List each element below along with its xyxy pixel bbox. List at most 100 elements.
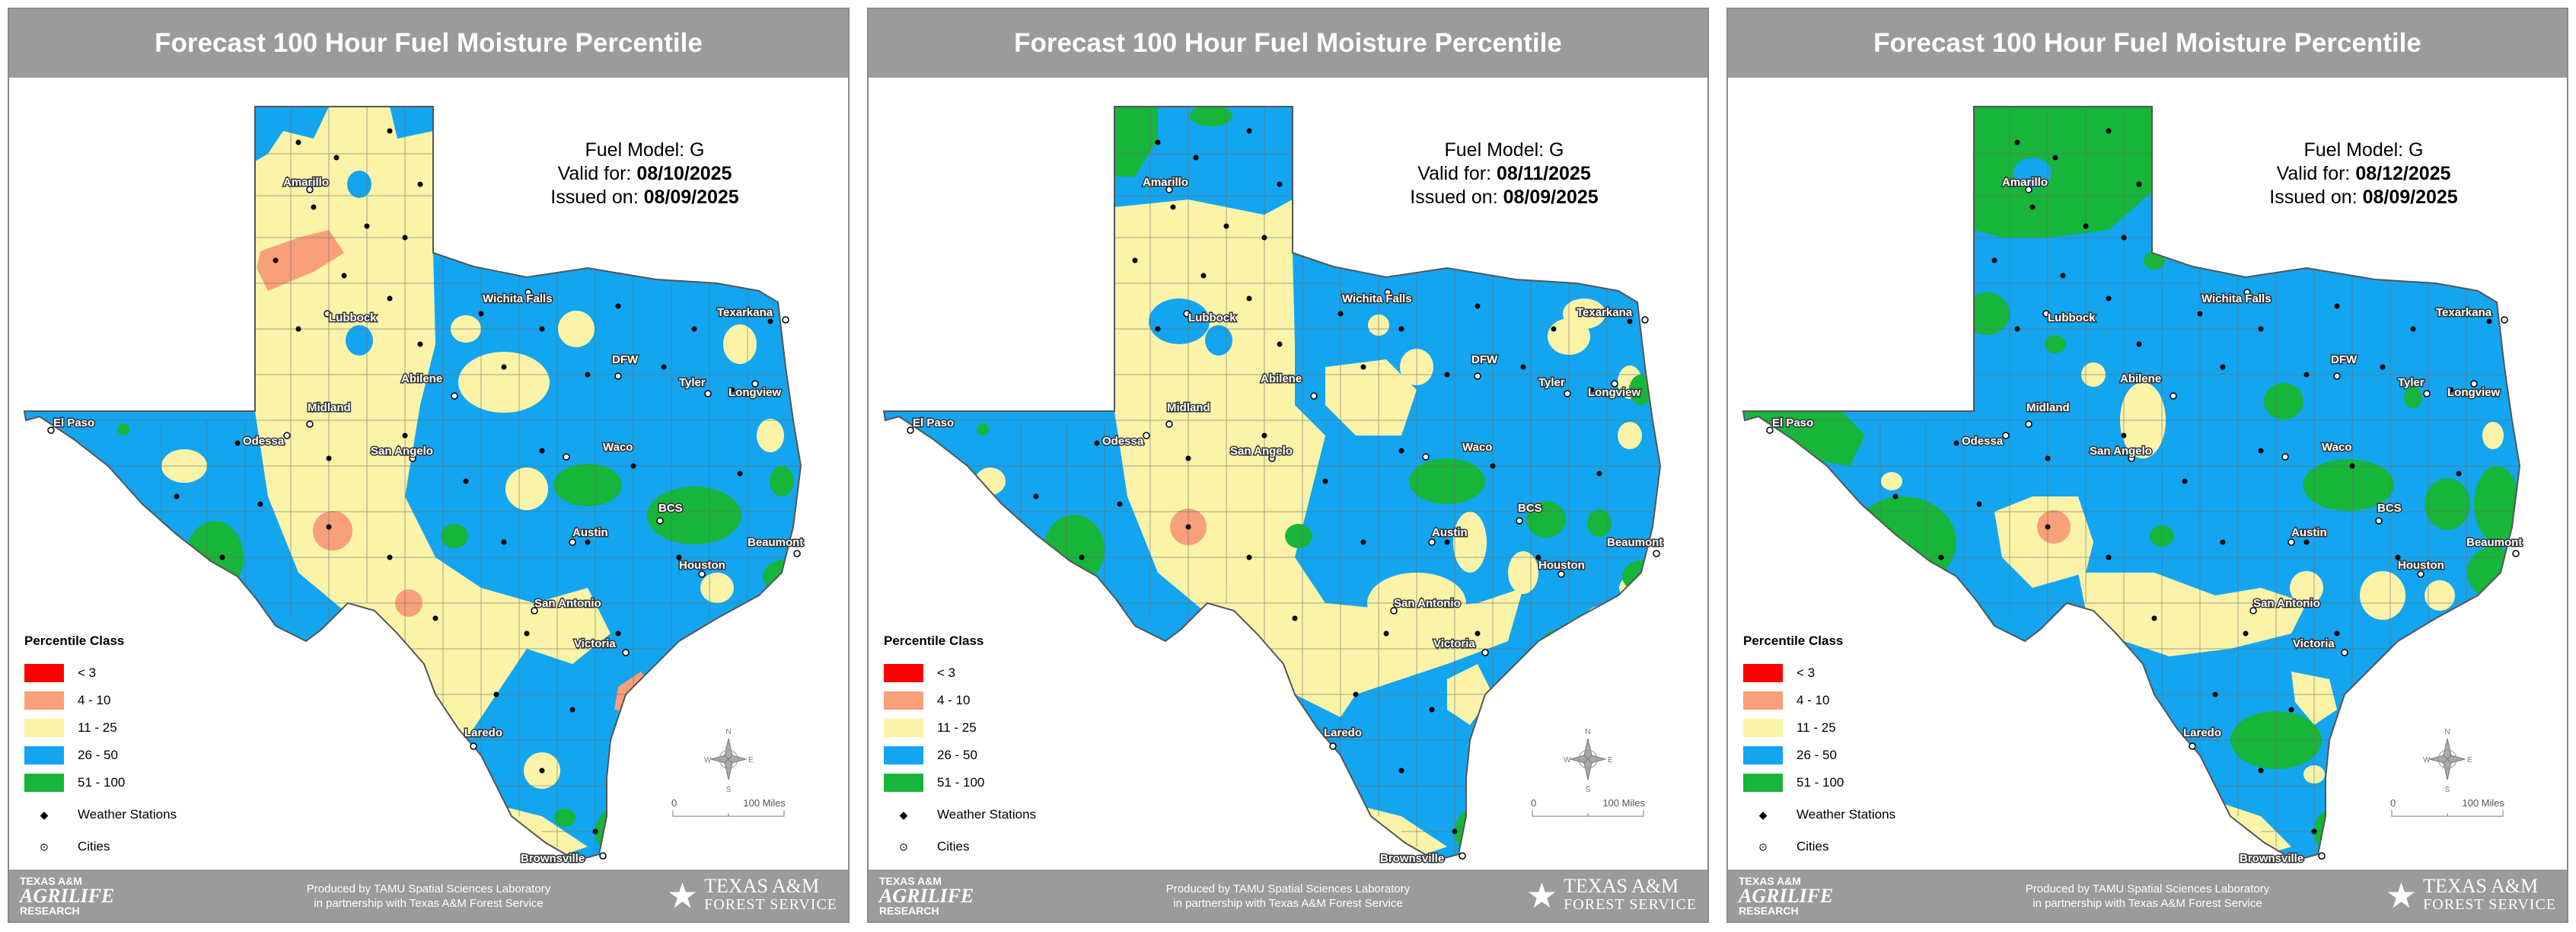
city-label-dfw: DFW xyxy=(1471,353,1498,366)
legend-label: 26 - 50 xyxy=(78,748,118,762)
city-label-san-angelo: San Angelo xyxy=(2090,445,2152,458)
forest-service-logo: ★ TEXAS A&M FOREST SERVICE xyxy=(666,875,837,915)
legend-title: Percentile Class xyxy=(1743,634,1844,648)
city-label-victoria: Victoria xyxy=(2293,637,2335,650)
map-info-block: Fuel Model: G Valid for: 08/11/2025 Issu… xyxy=(1325,139,1683,209)
legend-swatch-4-10 xyxy=(1743,691,1783,710)
city-label-san-antonio: San Antonio xyxy=(2253,597,2320,610)
svg-text:E: E xyxy=(1608,756,1613,764)
city-label-san-angelo: San Angelo xyxy=(371,445,433,458)
legend-swatch-lt3 xyxy=(1743,664,1783,682)
legend-label: 51 - 100 xyxy=(937,775,985,790)
city-label-dfw: DFW xyxy=(612,353,639,366)
scale-miles: 100 Miles xyxy=(1602,797,1645,809)
legend-cities-label: Cities xyxy=(78,839,110,854)
city-symbol-icon: ⊙ xyxy=(899,840,908,853)
legend-swatch-11-25 xyxy=(24,719,64,737)
legend-stations-label: Weather Stations xyxy=(78,807,177,822)
city-label-austin: Austin xyxy=(1432,526,1468,539)
fuel-model-text: Fuel Model: G xyxy=(1444,139,1564,161)
legend-label: 26 - 50 xyxy=(1797,748,1837,762)
scale-miles: 100 Miles xyxy=(2462,797,2504,809)
city-label-waco: Waco xyxy=(1462,441,1492,454)
map-info-block: Fuel Model: G Valid for: 08/10/2025 Issu… xyxy=(466,139,824,209)
svg-text:S: S xyxy=(1586,786,1591,793)
city-label-abilene: Abilene xyxy=(401,372,442,385)
agrilife-logo: TEXAS A&M AGRILIFE RESEARCH xyxy=(879,875,974,917)
legend-swatch-4-10 xyxy=(24,691,64,710)
city-label-longview: Longview xyxy=(1588,386,1641,399)
map-legend: Percentile Class < 3 4 - 10 11 - 25 26 -… xyxy=(1743,634,1895,860)
map-scale-bar: 0 100 Miles xyxy=(2390,797,2504,822)
city-label-amarillo: Amarillo xyxy=(2002,176,2048,189)
forecast-panel-day2: Forecast 100 Hour Fuel Moisture Percenti… xyxy=(867,8,1709,923)
panel-title: Forecast 100 Hour Fuel Moisture Percenti… xyxy=(1728,9,2567,78)
forecast-panel-day3: Forecast 100 Hour Fuel Moisture Percenti… xyxy=(1726,8,2568,923)
compass-rose-icon: N S W E xyxy=(2423,728,2472,793)
svg-text:E: E xyxy=(2467,756,2472,764)
map-scale-bar: 0 100 Miles xyxy=(1531,797,1645,822)
city-label-victoria: Victoria xyxy=(574,637,616,650)
city-label-austin: Austin xyxy=(2291,526,2327,539)
legend-label: 4 - 10 xyxy=(78,693,111,707)
svg-text:W: W xyxy=(704,756,712,764)
star-icon: ★ xyxy=(666,876,699,915)
city-label-texarkana: Texarkana xyxy=(1577,306,1633,319)
station-symbol-icon: ◆ xyxy=(899,808,908,821)
legend-label: 11 - 25 xyxy=(78,720,117,735)
valid-label: Valid for: xyxy=(1417,163,1497,184)
issued-label: Issued on: xyxy=(550,187,644,208)
legend-label: 4 - 10 xyxy=(937,693,971,707)
credits: Produced by TAMU Spatial Sciences Labora… xyxy=(2025,883,2270,910)
issued-date: 08/09/2025 xyxy=(2362,187,2458,208)
city-symbol-icon: ⊙ xyxy=(1758,840,1768,853)
panel-footer: TEXAS A&M AGRILIFE RESEARCH Produced by … xyxy=(9,870,848,921)
texas-fuel-moisture-map: Amarillo Lubbock Wichita Falls Texarkana… xyxy=(23,106,805,867)
legend-label: 4 - 10 xyxy=(1797,693,1830,707)
legend-label: 11 - 25 xyxy=(1797,720,1836,735)
legend-title: Percentile Class xyxy=(884,634,984,648)
city-label-midland: Midland xyxy=(1167,401,1210,414)
forest-service-logo: ★ TEXAS A&M FOREST SERVICE xyxy=(2385,875,2556,915)
city-label-texarkana: Texarkana xyxy=(2436,306,2492,319)
legend-label: 51 - 100 xyxy=(78,775,126,790)
agrilife-logo: TEXAS A&M AGRILIFE RESEARCH xyxy=(20,875,115,917)
issued-label: Issued on: xyxy=(2269,187,2363,208)
fuel-model-text: Fuel Model: G xyxy=(585,139,705,161)
legend-swatch-26-50 xyxy=(1743,746,1783,764)
city-label-brownsville: Brownsville xyxy=(2240,852,2303,865)
city-label-laredo: Laredo xyxy=(1324,726,1362,739)
legend-label: < 3 xyxy=(1797,665,1816,680)
city-label-tyler: Tyler xyxy=(2398,376,2425,389)
city-label-tyler: Tyler xyxy=(679,376,706,389)
legend-stations-label: Weather Stations xyxy=(937,807,1037,822)
city-label-odessa: Odessa xyxy=(1102,435,1144,448)
city-label-san-antonio: San Antonio xyxy=(1394,597,1461,610)
city-label-austin: Austin xyxy=(572,526,608,539)
legend-swatch-11-25 xyxy=(884,719,923,737)
city-label-laredo: Laredo xyxy=(464,726,502,739)
panel-footer: TEXAS A&M AGRILIFE RESEARCH Produced by … xyxy=(1728,870,2567,921)
valid-date: 08/11/2025 xyxy=(1497,163,1591,184)
city-label-beaumont: Beaumont xyxy=(748,536,803,549)
legend-swatch-26-50 xyxy=(884,746,923,764)
legend-cities-label: Cities xyxy=(1797,839,1829,854)
city-label-midland: Midland xyxy=(2026,401,2070,414)
svg-text:N: N xyxy=(725,728,731,736)
legend-swatch-11-25 xyxy=(1743,719,1783,737)
city-label-abilene: Abilene xyxy=(2120,372,2161,385)
city-label-texarkana: Texarkana xyxy=(717,306,773,319)
texas-fuel-moisture-map: Amarillo Lubbock Wichita Falls Texarkana… xyxy=(882,106,1664,867)
city-label-brownsville: Brownsville xyxy=(1380,852,1444,865)
panel-footer: TEXAS A&M AGRILIFE RESEARCH Produced by … xyxy=(869,870,1707,921)
city-label-abilene: Abilene xyxy=(1261,372,1302,385)
city-label-el-paso: El Paso xyxy=(53,417,94,429)
city-label-dfw: DFW xyxy=(2331,353,2358,366)
legend-swatch-51-100 xyxy=(884,774,923,792)
svg-text:S: S xyxy=(2445,786,2450,793)
scale-zero: 0 xyxy=(671,797,677,809)
legend-swatch-51-100 xyxy=(1743,774,1783,792)
city-label-odessa: Odessa xyxy=(1962,435,2004,448)
city-label-lubbock: Lubbock xyxy=(1188,311,1236,324)
city-label-amarillo: Amarillo xyxy=(1143,176,1188,189)
